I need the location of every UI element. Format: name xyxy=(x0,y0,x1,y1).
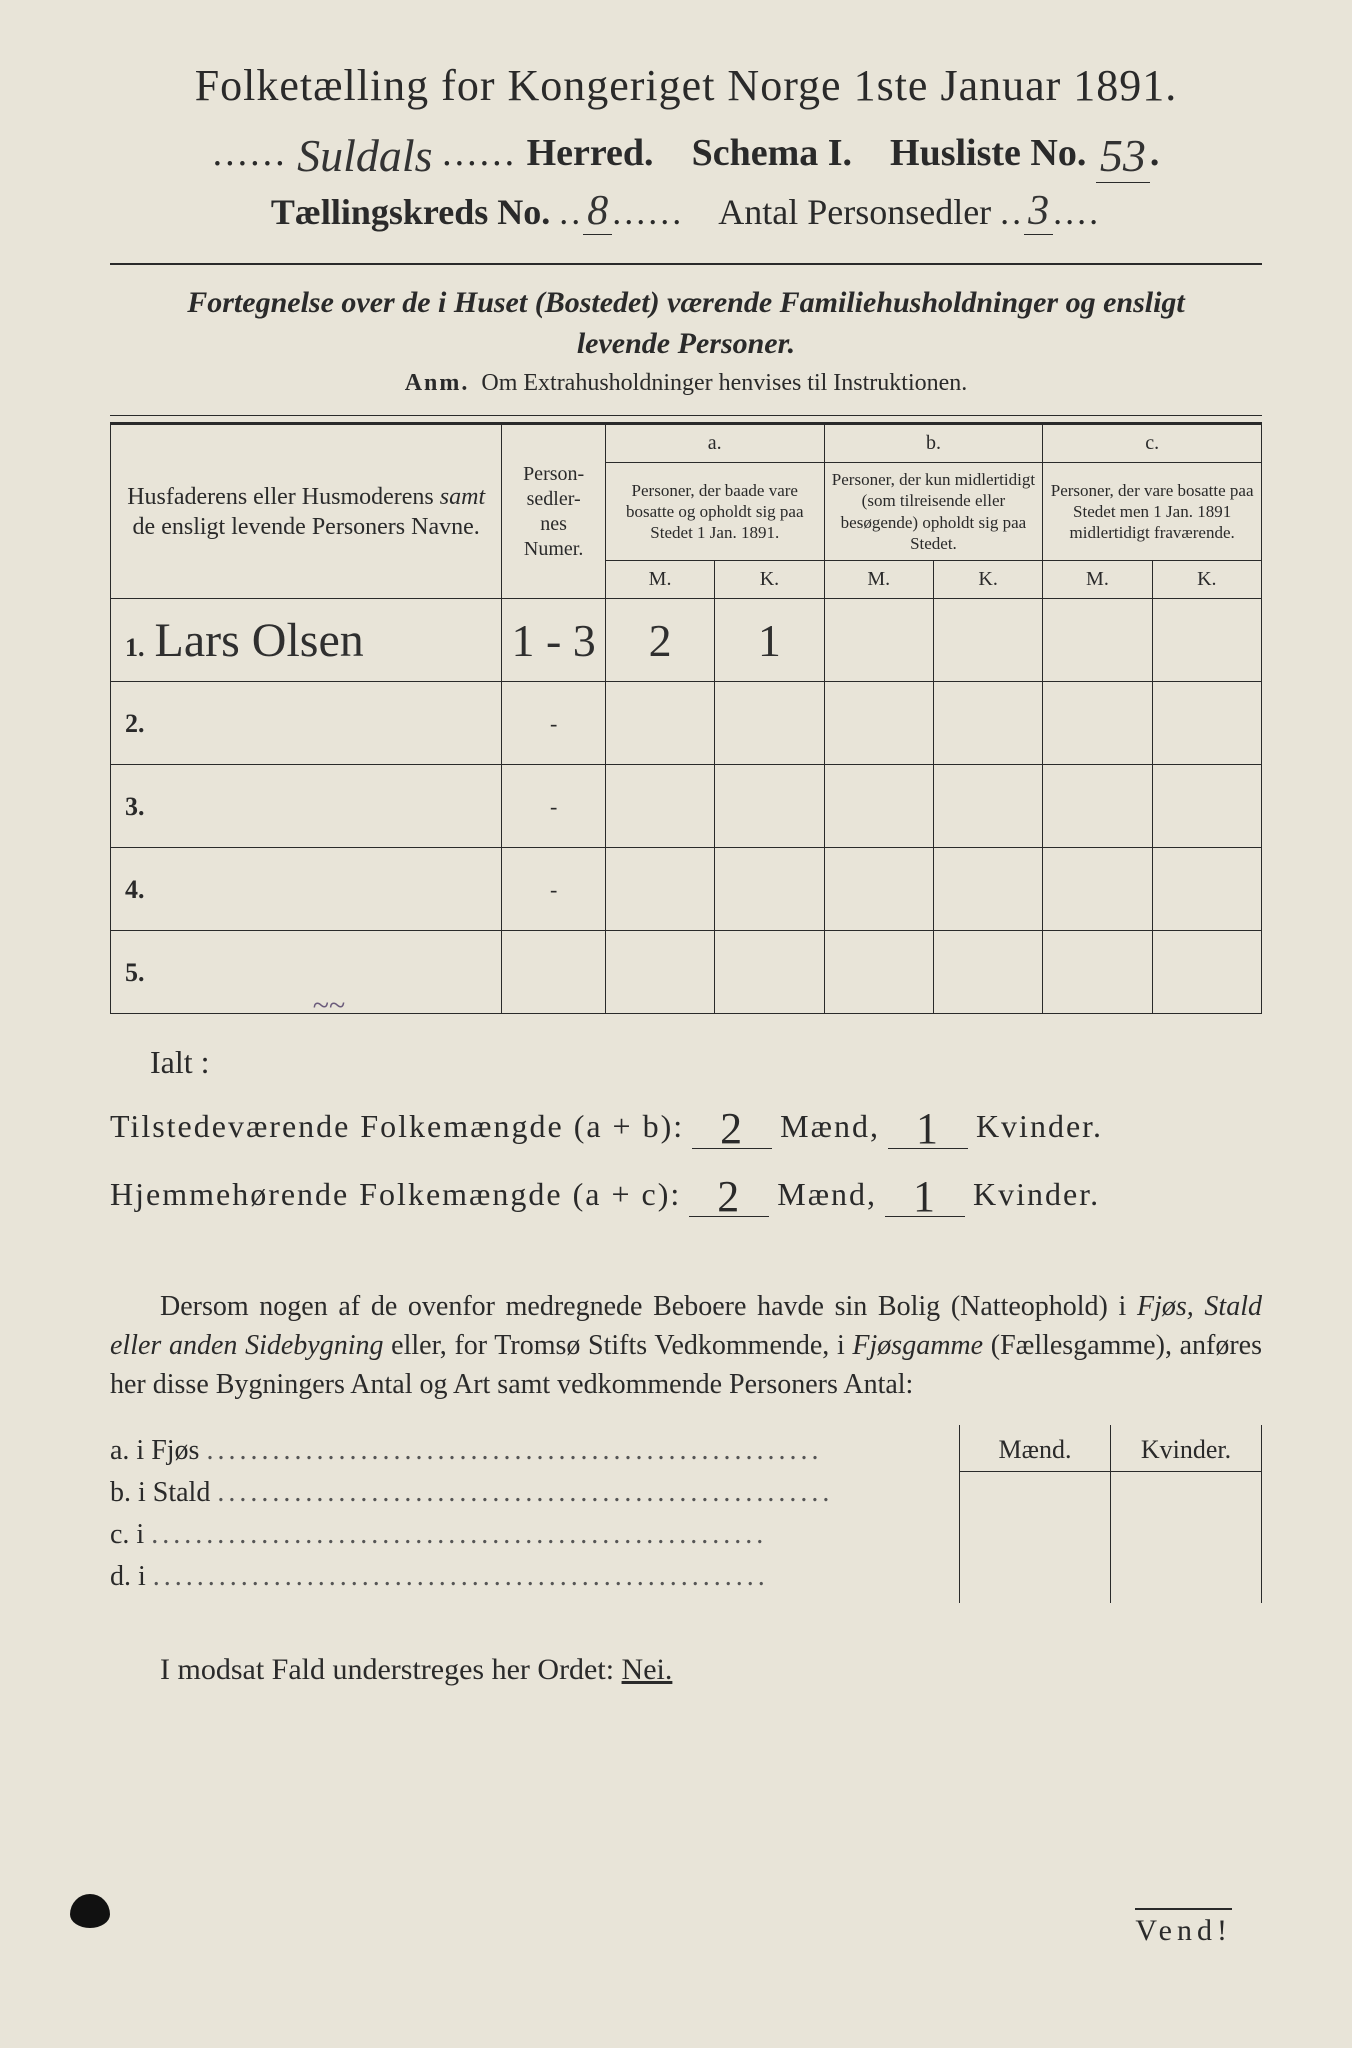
ink-blot-icon xyxy=(70,1894,110,1928)
vend-label: Vend! xyxy=(1135,1908,1232,1948)
dersom-paragraph: Dersom nogen af de ovenfor medregnede Be… xyxy=(110,1287,1262,1405)
subtitle: Fortegnelse over de i Huset (Bostedet) v… xyxy=(110,283,1262,364)
col-header-men: Mænd. xyxy=(960,1429,1110,1472)
count-cell xyxy=(1043,848,1152,931)
personsedler-cell: 1 - 3 xyxy=(502,599,606,682)
header-line-2: Tællingskreds No. ..8...... Antal Person… xyxy=(110,187,1262,235)
page-title: Folketælling for Kongeriget Norge 1ste J… xyxy=(110,60,1262,111)
count-cell: 2 xyxy=(605,599,714,682)
mk-header: M. xyxy=(605,561,714,599)
table-row: 2.- xyxy=(111,682,1262,765)
count-cell xyxy=(933,765,1042,848)
table-row: 3.- xyxy=(111,765,1262,848)
count-cell xyxy=(933,848,1042,931)
col-header-women: Kvinder. xyxy=(1111,1429,1261,1472)
resident-men: 2 xyxy=(717,1171,741,1222)
present-women: 1 xyxy=(916,1103,940,1154)
name-cell: 3. xyxy=(111,765,502,848)
col-header-a: Personer, der baade vare bosatte og opho… xyxy=(605,463,824,561)
building-row-a: a. i Fjøs xyxy=(110,1435,959,1467)
col-header-c-top: c. xyxy=(1043,424,1262,463)
col-header-pnum: Person- sedler- nes Numer. xyxy=(502,424,606,599)
count-cell xyxy=(1043,682,1152,765)
mk-header: K. xyxy=(933,561,1042,599)
count-cell xyxy=(605,765,714,848)
nei-word: Nei. xyxy=(622,1653,673,1686)
count-cell xyxy=(933,599,1042,682)
count-cell xyxy=(1043,765,1152,848)
name-cell: 1.Lars Olsen xyxy=(111,599,502,682)
col-header-c: Personer, der vare bosatte paa Stedet me… xyxy=(1043,463,1262,561)
count-cell xyxy=(824,931,933,1014)
count-cell xyxy=(824,599,933,682)
building-row-b: b. i Stald xyxy=(110,1477,959,1509)
table-row: 5.~~ xyxy=(111,931,1262,1014)
resident-women: 1 xyxy=(913,1171,937,1222)
building-row-d: d. i xyxy=(110,1561,959,1593)
count-cell xyxy=(824,765,933,848)
census-table: Husfaderens eller Husmoderens samt de en… xyxy=(110,422,1262,1014)
totals-row-resident: Hjemmehørende Folkemængde (a + c): 2 Mæn… xyxy=(110,1165,1262,1217)
mk-header: M. xyxy=(1043,561,1152,599)
personsedler-cell: - xyxy=(502,848,606,931)
col-header-a-top: a. xyxy=(605,424,824,463)
personsedler-cell xyxy=(502,931,606,1014)
name-cell: 4. xyxy=(111,848,502,931)
husliste-label: Husliste No. xyxy=(890,132,1086,174)
kreds-value: 8 xyxy=(583,188,612,235)
count-cell xyxy=(715,682,824,765)
name-cell: 5.~~ xyxy=(111,931,502,1014)
census-form-page: Folketælling for Kongeriget Norge 1ste J… xyxy=(0,0,1352,2048)
divider xyxy=(110,415,1262,416)
mk-header: K. xyxy=(715,561,824,599)
count-cell: 1 xyxy=(715,599,824,682)
col-header-b: Personer, der kun midlertidigt (som tilr… xyxy=(824,463,1043,561)
schema-label: Schema I. xyxy=(692,132,852,174)
totals-block: Ialt : Tilstedeværende Folkemængde (a + … xyxy=(110,1044,1262,1217)
husliste-value: 53 xyxy=(1096,129,1150,183)
personsedler-cell: - xyxy=(502,765,606,848)
nei-line: I modsat Fald understreges her Ordet: Ne… xyxy=(110,1653,1262,1687)
table-row: 4.- xyxy=(111,848,1262,931)
count-cell xyxy=(605,931,714,1014)
count-cell xyxy=(605,848,714,931)
kreds-label: Tællingskreds No. xyxy=(271,192,550,232)
anm-line: Anm. Om Extrahusholdninger henvises til … xyxy=(110,370,1262,397)
count-cell xyxy=(1043,599,1152,682)
count-cell xyxy=(1152,931,1261,1014)
count-cell xyxy=(715,765,824,848)
count-cell xyxy=(1152,848,1261,931)
personsedler-cell: - xyxy=(502,682,606,765)
count-cell xyxy=(605,682,714,765)
mk-header: M. xyxy=(824,561,933,599)
count-cell xyxy=(1152,599,1261,682)
count-cell xyxy=(933,931,1042,1014)
herred-label: Herred. xyxy=(527,132,654,174)
count-cell xyxy=(1152,765,1261,848)
totals-row-present: Tilstedeværende Folkemængde (a + b): 2 M… xyxy=(110,1097,1262,1149)
antal-value: 3 xyxy=(1024,188,1053,235)
count-cell xyxy=(1043,931,1152,1014)
herred-value: Suldals xyxy=(297,129,432,182)
antal-label: Antal Personsedler xyxy=(718,192,991,232)
table-row: 1.Lars Olsen1 - 321 xyxy=(111,599,1262,682)
name-cell: 2. xyxy=(111,682,502,765)
ialt-label: Ialt : xyxy=(150,1044,1262,1081)
count-cell xyxy=(824,682,933,765)
divider xyxy=(110,263,1262,265)
count-cell xyxy=(824,848,933,931)
person-name: Lars Olsen xyxy=(155,614,364,667)
buildings-table: a. i Fjøs b. i Stald c. i d. i Mænd. Kvi… xyxy=(110,1425,1262,1603)
building-row-c: c. i xyxy=(110,1519,959,1551)
count-cell xyxy=(715,848,824,931)
header-line-1: ...... Suldals ...... Herred. Schema I. … xyxy=(110,123,1262,177)
count-cell xyxy=(933,682,1042,765)
mk-header: K. xyxy=(1152,561,1261,599)
col-header-b-top: b. xyxy=(824,424,1043,463)
count-cell xyxy=(1152,682,1261,765)
count-cell xyxy=(715,931,824,1014)
present-men: 2 xyxy=(720,1103,744,1154)
col-header-names: Husfaderens eller Husmoderens samt de en… xyxy=(111,424,502,599)
